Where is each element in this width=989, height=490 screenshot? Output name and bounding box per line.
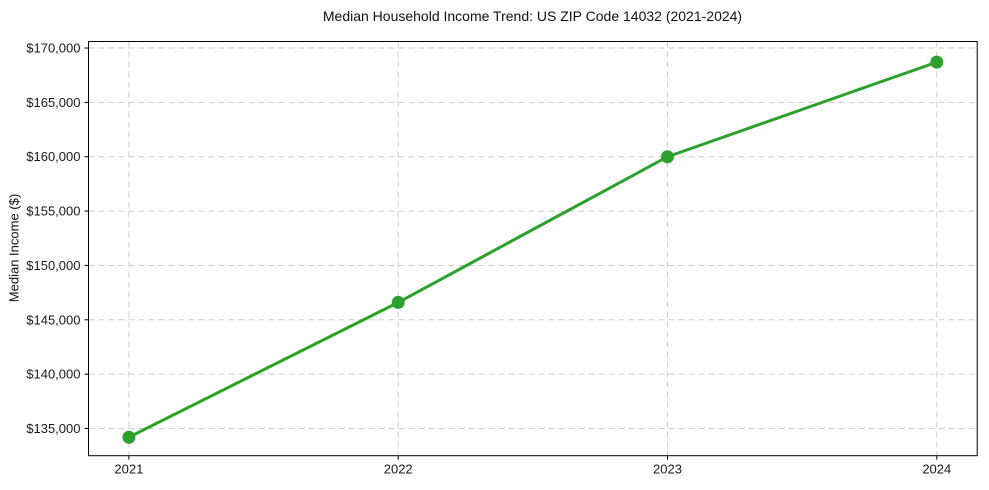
x-tick-label: 2024	[922, 462, 951, 477]
y-tick-label: $145,000	[26, 312, 80, 327]
x-tick-label: 2022	[384, 462, 413, 477]
y-tick-label: $150,000	[26, 258, 80, 273]
y-tick-label: $165,000	[26, 95, 80, 110]
data-point-2022	[391, 295, 405, 309]
y-tick-label: $160,000	[26, 149, 80, 164]
x-tick-label: 2023	[653, 462, 682, 477]
y-axis-title: Median Income ($)	[6, 193, 22, 303]
data-point-2023	[661, 150, 675, 164]
y-tick-label: $170,000	[26, 41, 80, 56]
data-point-2024	[930, 55, 944, 69]
plot-border	[88, 41, 978, 457]
chart-title: Median Household Income Trend: US ZIP Co…	[322, 8, 743, 24]
y-tick-label: $140,000	[26, 367, 80, 382]
y-tick-label: $155,000	[26, 204, 80, 219]
data-point-2021	[122, 430, 136, 444]
x-tick-label: 2021	[114, 462, 143, 477]
trend-line	[127, 60, 939, 439]
y-tick-label: $135,000	[26, 421, 80, 436]
